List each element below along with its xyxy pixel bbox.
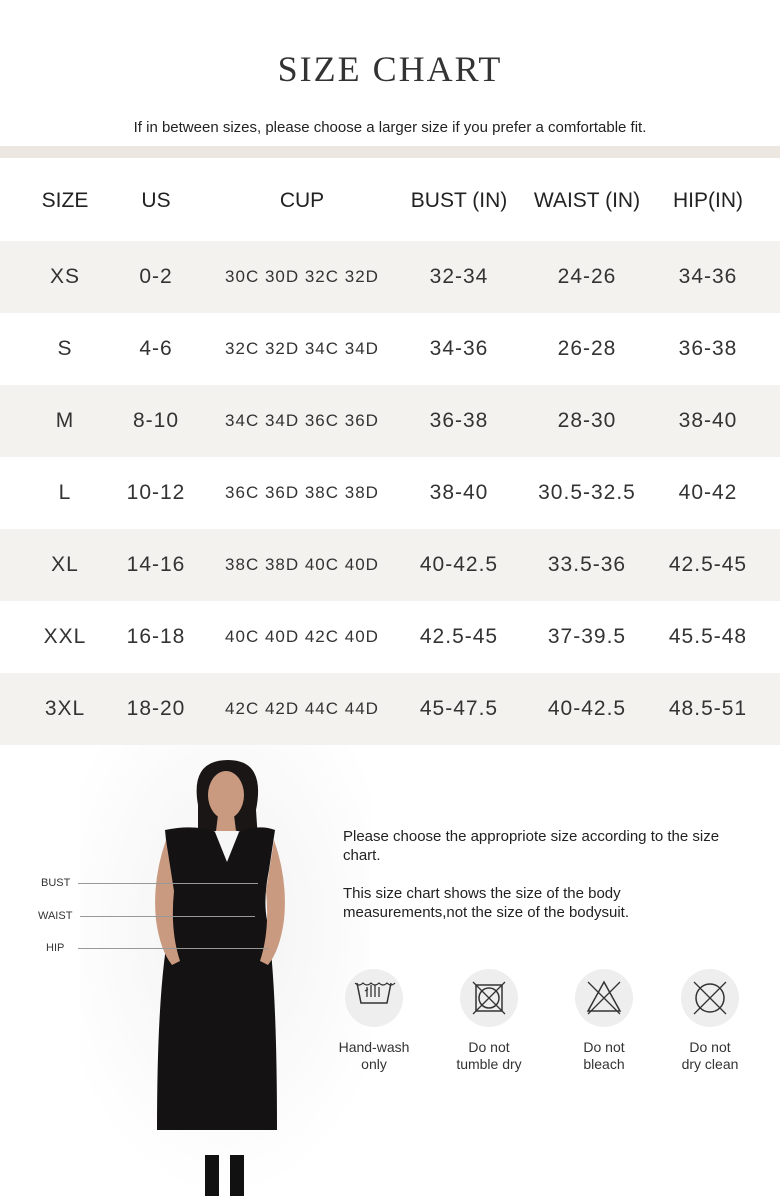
table-header: SIZE US CUP BUST (IN) WAIST (IN) HIP(IN) — [0, 160, 780, 241]
waist-line — [80, 916, 255, 917]
bust-line — [78, 883, 258, 884]
table-cell: 18-20 — [126, 697, 186, 720]
table-cell: 45.5-48 — [668, 625, 748, 648]
table-cell: 40C 40D 42C 40D — [225, 627, 379, 646]
care-label-line1: Hand-wash — [338, 1039, 410, 1055]
table-cell: 34-36 — [678, 265, 738, 288]
table-cell: 48.5-51 — [668, 697, 748, 720]
care-label: Do not dry clean — [655, 1039, 765, 1073]
table-row: 3XL 18-20 42C 42D 44C 44D 45-47.5 40-42.5 48.… — [0, 673, 780, 745]
care-instruction: Do not bleach — [549, 969, 659, 1073]
table-cell: 28-30 — [557, 409, 617, 432]
care-label-line2: only — [361, 1056, 387, 1072]
divider-band — [0, 146, 780, 158]
table-cell: 36-38 — [429, 409, 489, 432]
care-label-line1: Do not — [583, 1039, 625, 1055]
header-cell: HIP(IN) — [673, 188, 743, 212]
table-cell: 36C 36D 38C 38D — [225, 483, 379, 502]
care-label-line1: Do not — [468, 1039, 510, 1055]
care-label: Hand-wash only — [319, 1039, 429, 1073]
table-cell: XXL — [43, 625, 87, 648]
table-cell: 8-10 — [132, 409, 180, 432]
table-cell: 34-36 — [429, 337, 489, 360]
page-title: SIZE CHART — [277, 49, 503, 89]
table-cell: 14-16 — [126, 553, 186, 576]
info-text-2: This size chart shows the size of the bo… — [343, 885, 629, 921]
table-cell: 16-18 — [126, 625, 186, 648]
do-not-tumble-dry-icon — [460, 969, 518, 1027]
table-row: M 8-10 34C 34D 36C 36D 36-38 28-30 38-40 — [0, 385, 780, 457]
care-label-line2: dry clean — [681, 1056, 739, 1072]
table-cell: 30C 30D 32C 32D — [225, 267, 379, 286]
table-row: S 4-6 32C 32D 34C 34D 34-36 26-28 36-38 — [0, 313, 780, 385]
header-cell: BUST (IN) — [410, 188, 508, 212]
table-cell: M — [55, 409, 75, 432]
table-cell: 34C 34D 36C 36D — [225, 411, 379, 430]
care-instruction: Do not dry clean — [655, 969, 765, 1073]
hip-label: HIP — [46, 942, 65, 954]
waist-label: WAIST — [38, 910, 73, 922]
care-instruction: Hand-wash only — [319, 969, 429, 1073]
size-table: SIZE US CUP BUST (IN) WAIST (IN) HIP(IN) XS 0-2… — [0, 160, 780, 745]
table-cell: S — [57, 337, 73, 360]
table-cell: 38-40 — [429, 481, 489, 504]
table-cell: 38-40 — [678, 409, 738, 432]
care-label-line1: Do not — [689, 1039, 731, 1055]
header-cell: CUP — [279, 188, 325, 212]
table-cell: 40-42 — [678, 481, 738, 504]
care-label: Do not tumble dry — [434, 1039, 544, 1073]
do-not-dry-clean-icon — [681, 969, 739, 1027]
table-cell: 40-42.5 — [419, 553, 499, 576]
table-cell: 30.5-32.5 — [538, 481, 636, 504]
header-cell: WAIST (IN) — [533, 188, 641, 212]
table-cell: 24-26 — [557, 265, 617, 288]
care-label-line2: tumble dry — [456, 1056, 522, 1072]
table-cell: 40-42.5 — [547, 697, 627, 720]
table-cell: 42C 42D 44C 44D — [225, 699, 379, 718]
hip-line — [78, 948, 268, 949]
table-cell: XS — [49, 265, 81, 288]
table-cell: 32-34 — [429, 265, 489, 288]
table-cell: L — [58, 481, 72, 504]
header-cell: SIZE — [41, 188, 89, 212]
table-cell: 38C 38D 40C 40D — [225, 555, 379, 574]
table-cell: 10-12 — [126, 481, 186, 504]
care-label: Do not bleach — [549, 1039, 659, 1073]
table-row: XS 0-2 30C 30D 32C 32D 32-34 24-26 34-36 — [0, 241, 780, 313]
table-row: XL 14-16 38C 38D 40C 40D 40-42.5 33.5-36 42.5… — [0, 529, 780, 601]
model-photo — [80, 745, 370, 1196]
table-cell: 0-2 — [139, 265, 173, 288]
table-cell: 37-39.5 — [547, 625, 627, 648]
do-not-bleach-icon — [575, 969, 633, 1027]
table-cell: 32C 32D 34C 34D — [225, 339, 379, 358]
care-instruction: Do not tumble dry — [434, 969, 544, 1073]
table-cell: 3XL — [44, 697, 86, 720]
table-cell: 33.5-36 — [547, 553, 627, 576]
subtitle: If in between sizes, please choose a lar… — [133, 119, 647, 136]
hand-wash-icon — [345, 969, 403, 1027]
table-cell: 42.5-45 — [668, 553, 748, 576]
table-row: XXL 16-18 40C 40D 42C 40D 42.5-45 37-39.5 45.… — [0, 601, 780, 673]
header-cell: US — [141, 188, 171, 212]
table-row: L 10-12 36C 36D 38C 38D 38-40 30.5-32.5 40-42 — [0, 457, 780, 529]
table-cell: XL — [51, 553, 79, 576]
table-cell: 4-6 — [139, 337, 173, 360]
table-cell: 42.5-45 — [419, 625, 499, 648]
care-label-line2: bleach — [583, 1056, 625, 1072]
bust-label: BUST — [41, 877, 71, 889]
table-cell: 45-47.5 — [419, 697, 499, 720]
table-cell: 26-28 — [557, 337, 617, 360]
table-cell: 36-38 — [678, 337, 738, 360]
info-text-1: Please choose the appropriote size accor… — [343, 828, 720, 864]
